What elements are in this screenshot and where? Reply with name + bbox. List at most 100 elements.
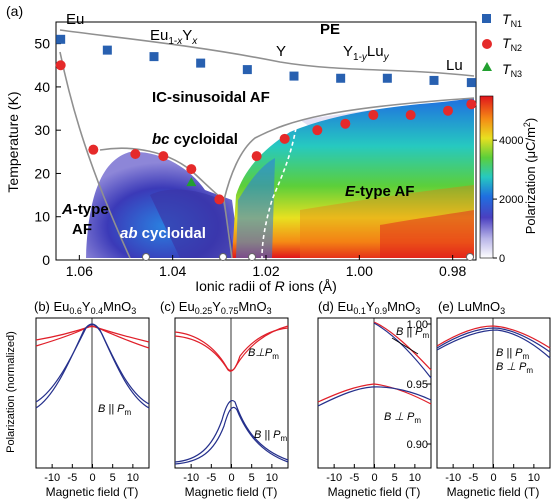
panel-b-curve-perp-red-2 <box>35 325 150 349</box>
panel-b-annotation: B || Pm <box>98 403 132 417</box>
phase-label-ab-cycloidal: ab cycloidal <box>120 225 206 242</box>
tn1-point-3 <box>196 58 206 68</box>
tn1-point-8 <box>429 75 439 85</box>
tn1-point-9 <box>466 78 476 88</box>
tn2-point-11 <box>405 110 416 121</box>
panel-e-x-tick-0: -10 <box>445 472 461 484</box>
panel-a-x-axis-label: Ionic radii of R ions (Å) <box>195 278 337 294</box>
panel-a-y-tick-3: 30 <box>34 122 50 138</box>
panel-e: B || Pm B ⊥ Pm -10 -5 0 5 10 <box>436 317 551 484</box>
panel-e-annotation-par: B || Pm <box>496 347 530 361</box>
panel-c-x-tick-3: 5 <box>249 472 255 484</box>
panel-b-x-tick-4: 10 <box>127 472 139 484</box>
panel-c: B⊥Pm B || Pm -10 -5 0 5 10 <box>174 317 289 484</box>
panel-a-x-tick-3: 1.00 <box>346 263 373 279</box>
colorbar-label: Polarization (μC/m2) <box>522 118 538 235</box>
panel-c-x-tick-4: 10 <box>266 472 278 484</box>
tn1-point-5 <box>289 71 299 81</box>
panel-c-x-tick-1: -5 <box>206 472 216 484</box>
panel-a-label: (a) <box>6 3 23 19</box>
panel-a-y-tick-1: 10 <box>34 209 50 225</box>
legend-tn1-label: TN1 <box>502 11 522 29</box>
panel-b-x-tick-0: -10 <box>44 472 60 484</box>
panel-b-x-tick-1: -5 <box>67 472 77 484</box>
tn2-point-6 <box>251 151 262 162</box>
tn3-point-0 <box>186 177 197 187</box>
panel-e-x-axis-label: Magnetic field (T) <box>447 485 540 499</box>
legend-tn1-marker <box>482 14 491 23</box>
colorbar <box>479 95 494 259</box>
panel-e-title: (e) LuMnO3 <box>438 299 505 316</box>
tn1-point-1 <box>102 45 112 55</box>
panel-d-annotation-perp: B ⊥ Pm <box>384 411 421 425</box>
panel-d-x-tick-0: -10 <box>326 472 342 484</box>
panel-d-title: (d) Eu0.1Y0.9MnO3 <box>318 299 420 316</box>
compound-label-y: Y <box>276 43 286 60</box>
compound-label-euy: Eu1-xYx <box>150 27 198 47</box>
panel-d-x-tick-3: 5 <box>392 472 398 484</box>
legend-tn3-marker <box>482 62 492 71</box>
tn2-point-1 <box>88 144 99 155</box>
panel-b: B || Pm -10 -5 0 5 10 <box>35 317 150 484</box>
tn2-point-0 <box>55 60 66 71</box>
panel-e-x-tick-2: 0 <box>490 472 496 484</box>
panel-d-curve-perp-red <box>317 383 432 405</box>
axis-white-circles <box>142 253 474 261</box>
compound-label-ylu: Y1-yLuy <box>343 43 390 63</box>
panel-c-annotation-par: B || Pm <box>254 429 288 443</box>
tn1-point-2 <box>149 52 159 62</box>
panel-c-curve-perp-red <box>174 325 289 372</box>
tn2-point-13 <box>466 99 477 110</box>
panel-c-frame <box>174 317 289 469</box>
tn2-point-9 <box>340 118 351 129</box>
panel-b-curve-par-blue <box>35 323 150 409</box>
tn2-point-4 <box>186 164 197 175</box>
panel-a-y-tick-5: 50 <box>34 36 50 52</box>
phase-label-pe: PE <box>320 21 340 38</box>
panel-c-title: (c) Eu0.25Y0.75MnO3 <box>160 299 272 316</box>
panel-d-y-tick-1: 0.95 <box>407 379 428 391</box>
panel-d-x-tick-2: 0 <box>371 472 377 484</box>
legend: TN1 TN2 TN3 <box>482 11 522 79</box>
panel-a-x-tick-2: 1.02 <box>252 263 279 279</box>
panel-b-title: (b) Eu0.6Y0.4MnO3 <box>34 299 136 316</box>
ab-e-boundary-dashed <box>261 127 297 259</box>
panel-e-x-tick-3: 5 <box>511 472 517 484</box>
tn1-point-4 <box>242 65 252 75</box>
phase-label-a-type: A-type <box>61 201 109 218</box>
compound-label-eu: Eu <box>66 11 84 28</box>
legend-tn3-label: TN3 <box>502 61 522 79</box>
phase-label-e-type: E-type AF <box>345 183 414 200</box>
panel-d-x-tick-4: 10 <box>409 472 421 484</box>
panel-d-y-tick-0: 0.90 <box>407 439 428 451</box>
panel-c-x-axis-label: Magnetic field (T) <box>185 485 278 499</box>
tn2-point-3 <box>158 151 169 162</box>
panel-c-curve-perp-red-2 <box>174 327 289 372</box>
panel-a-markers <box>55 34 477 205</box>
panel-a-y-tick-0: 0 <box>42 252 50 268</box>
colorbar-tick-2: 4000 <box>499 135 523 147</box>
panel-b-curve-par-blue-2 <box>35 324 150 405</box>
tn2-point-8 <box>312 125 323 136</box>
phase-label-ic-sinusoidal: IC-sinusoidal AF <box>152 89 270 106</box>
panel-b-x-tick-3: 5 <box>110 472 116 484</box>
phase-heatmap <box>86 98 474 258</box>
tn1-point-0 <box>56 34 66 44</box>
tn2-point-5 <box>214 194 225 205</box>
panel-c-x-tick-0: -10 <box>183 472 199 484</box>
panel-c-annotation-perp: B⊥Pm <box>248 347 279 361</box>
panel-a-y-axis-label: Temperature (K) <box>5 91 21 192</box>
panel-e-x-tick-4: 10 <box>528 472 540 484</box>
panel-e-annotation-perp: B ⊥ Pm <box>496 361 533 375</box>
panel-d-y-tick-2: 1.00 <box>407 319 428 331</box>
legend-tn2-label: TN2 <box>502 35 522 53</box>
panel-c-curve-par-blue-2 <box>174 406 289 465</box>
panel-d-curve-perp-blue <box>317 386 432 407</box>
phase-label-bc-cycloidal: bc cycloidal <box>152 131 238 148</box>
tn2-point-2 <box>130 148 141 159</box>
panel-d: B || Pm B ⊥ Pm 0.90 0.95 1.00 -10 -5 0 5 10 <box>317 317 432 484</box>
panel-e-x-tick-1: -5 <box>468 472 478 484</box>
panel-e-curve-blue <box>436 327 551 353</box>
tn1-point-6 <box>336 73 346 83</box>
colorbar-ticks: 0 2000 4000 <box>493 135 523 265</box>
